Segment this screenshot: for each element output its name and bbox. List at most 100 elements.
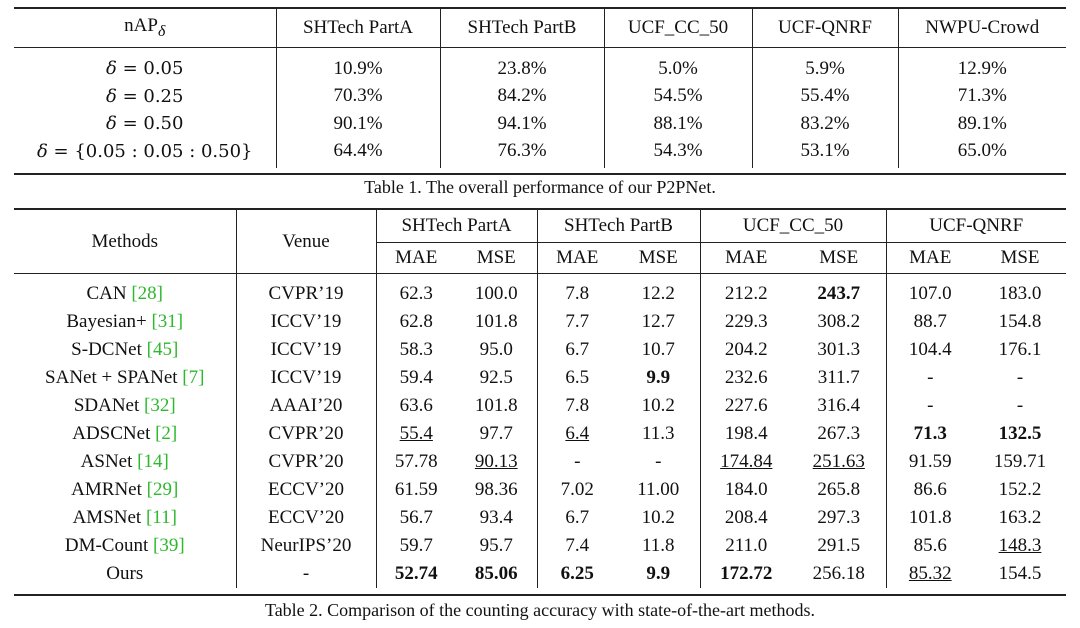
table-cell: 7.8 [537,392,617,420]
table-cell: 174.84 [700,448,792,476]
table-cell: 101.8 [456,392,538,420]
table-cell: 198.4 [700,420,792,448]
method-name: ADSCNet [72,423,156,444]
table-cell: 229.3 [700,308,792,336]
citation-link[interactable]: [32] [144,395,176,416]
method-name: SANet + SPANet [45,367,183,388]
table-cell: 54.3% [604,137,753,168]
table-cell: 71.3 [886,420,974,448]
venue-cell: CVPR’20 [236,448,377,476]
table-cell: 55.4% [752,82,899,110]
cell-value: 107.0 [908,283,952,304]
table-cell: 163.2 [974,504,1066,532]
cell-value: 7.4 [565,535,590,556]
citation-link[interactable]: [7] [182,367,205,388]
table2-header-row-1: Methods Venue SHTech PartA SHTech PartB … [14,210,1066,274]
cell-value: 11.00 [637,479,680,500]
table1-bottom-rule [14,173,1066,175]
cell-value: 97.7 [479,423,513,444]
table-cell: - [886,392,974,420]
cell-value: 227.6 [724,395,768,416]
cell-value: 154.8 [998,311,1042,332]
cell-value: 6.5 [565,367,590,388]
delta-value: = 0.05 [116,58,184,80]
delta-value: = 0.50 [116,113,184,135]
citation-link[interactable]: [39] [153,535,185,556]
method-name: Ours [106,563,144,584]
cell-value: 57.78 [394,451,438,472]
table1: nAPδ SHTech PartA SHTech PartB UCF_CC_50… [14,9,1066,168]
citation-link[interactable]: [31] [151,311,184,332]
table-cell: 152.2 [974,476,1066,504]
cell-value: 6.25 [560,563,594,584]
citation-link[interactable]: [2] [155,423,178,444]
table-cell: 84.2% [440,82,605,110]
table-cell: 11.00 [617,476,701,504]
cell-value: 88.7 [913,311,947,332]
table-cell: - [617,448,701,476]
cell-value: 174.84 [720,451,773,472]
cell-value: - [574,451,581,472]
table-cell: 54.5% [604,82,753,110]
cell-value: 86.6 [913,479,947,500]
table-cell: 107.0 [886,274,974,309]
cell-value: 212.2 [724,283,768,304]
table-cell: 104.4 [886,336,974,364]
table-row: AMSNet [11] ECCV’20 56.7 93.4 6.7 10.2 208.4 29… [14,504,1066,532]
metric-label: MAE [700,242,792,274]
citation-link[interactable]: [11] [145,507,177,528]
method-name: ASNet [80,451,138,472]
cell-value: 251.63 [812,451,865,472]
cell-value: 301.3 [817,339,861,360]
table-cell: 6.7 [537,336,617,364]
cell-value: 7.8 [565,283,590,304]
delta-symbol: δ [36,140,48,162]
table-cell: 85.6 [886,532,974,560]
method-name: DM-Count [64,535,153,556]
cell-value: 101.8 [908,507,952,528]
table-cell: 55.4 [376,420,456,448]
cell-value: 316.4 [817,395,861,416]
table1-header-row: nAPδ SHTech PartA SHTech PartB UCF_CC_50… [14,9,1066,48]
venue-cell: NeurIPS’20 [236,532,377,560]
table-cell: 23.8% [440,47,605,83]
table-row: δ = {0.05 : 0.05 : 0.50} 64.4% 76.3% 54.3% 5… [14,137,1066,168]
table-cell: 88.1% [604,110,753,138]
cell-value: 10.2 [641,395,675,416]
venue-cell: AAAI’20 [236,392,377,420]
table-cell: 256.18 [792,560,887,588]
table-cell: 71.3% [957,85,1007,107]
table1-body: δ = 0.05 10.9% 23.8% 5.0% 5.9% 12.9% δ = 0.25 7… [14,47,1066,168]
citation-link[interactable]: [29] [146,479,179,500]
cell-value: 85.6 [913,535,947,556]
cell-value: 256.18 [812,563,865,584]
cell-value: 63.6 [399,395,433,416]
table-cell: 53.1% [752,137,899,168]
table2-header-methods: Methods [14,210,237,274]
cell-value: 55.4 [399,423,433,444]
metric-label: MSE [617,242,701,274]
table-row: ASNet [14] CVPR’20 57.78 90.13- -174.84 251.6… [14,448,1066,476]
table-cell: 63.6 [376,392,456,420]
table-cell: 64.4% [276,137,441,168]
table-cell: 6.7 [537,504,617,532]
citation-link[interactable]: [45] [146,339,179,360]
cell-value: 208.4 [724,507,768,528]
table-cell: 6.5 [537,364,617,392]
table-cell: - [974,392,1066,420]
cell-value: 61.59 [394,479,438,500]
cell-value: 11.8 [641,535,675,556]
table-cell: 88.7 [886,308,974,336]
method-name: AMSNet [72,507,146,528]
table-cell: 301.3 [792,336,887,364]
table2-body: CAN [28] CVPR’19 62.3 100.0 7.8 12.2 212.2 243.… [14,273,1066,588]
cell-value: 291.5 [817,535,861,556]
method-cell: AMSNet [11] [14,504,237,532]
citation-link[interactable]: [28] [131,283,164,304]
table2-header-shtech-a: SHTech PartA [376,210,538,243]
citation-link[interactable]: [14] [137,451,169,472]
table1-header-ucf-cc-50: UCF_CC_50 [604,9,753,48]
cell-value: - [655,451,662,472]
cell-value: 148.3 [998,535,1042,556]
table-cell: 91.59 [886,448,974,476]
